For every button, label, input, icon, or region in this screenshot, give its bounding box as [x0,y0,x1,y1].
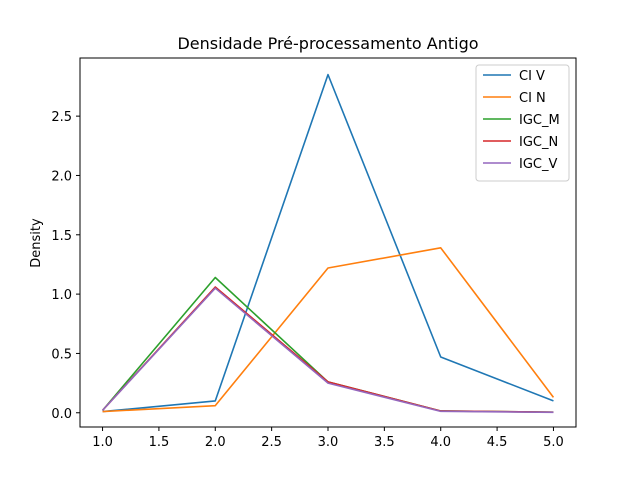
legend-label: IGC_N [519,135,558,150]
plot-area [101,73,555,414]
y-tick-label: 2.0 [51,169,72,184]
y-tick-label: 0.5 [51,347,72,362]
y-axis: 0.0 0.5 1.0 1.5 2.0 2.5 [51,110,80,422]
x-tick-label: 1.0 [92,435,113,450]
chart-title: Densidade Pré-processamento Antigo [177,34,478,53]
x-tick-label: 4.0 [430,435,451,450]
legend-label: IGC_M [519,113,560,128]
y-tick-label: 1.0 [51,288,72,303]
series-line-ci-n [102,247,555,413]
y-axis-label: Density [29,218,44,268]
legend-label: CI N [519,91,546,106]
x-tick-label: 3.0 [318,435,339,450]
legend-label: IGC_V [519,157,557,172]
x-tick-label: 5.0 [543,435,564,450]
legend-label: CI V [519,69,545,84]
x-tick-label: 4.5 [487,435,508,450]
series-line-igc-v [101,287,554,414]
y-tick-label: 1.5 [51,229,72,244]
legend-box [475,64,570,182]
x-tick-label: 1.5 [149,435,170,450]
legend: CI V CI N IGC_M IGC_N IGC_V [475,64,570,182]
series-line-ci-v [102,73,554,413]
y-tick-label: 0.0 [51,407,72,422]
x-axis: 1.0 1.5 2.0 2.5 3.0 3.5 4.0 4.5 5.0 [92,427,564,450]
x-tick-label: 3.5 [374,435,395,450]
x-tick-label: 2.0 [205,435,226,450]
x-tick-label: 2.5 [261,435,282,450]
y-tick-label: 2.5 [51,110,72,125]
